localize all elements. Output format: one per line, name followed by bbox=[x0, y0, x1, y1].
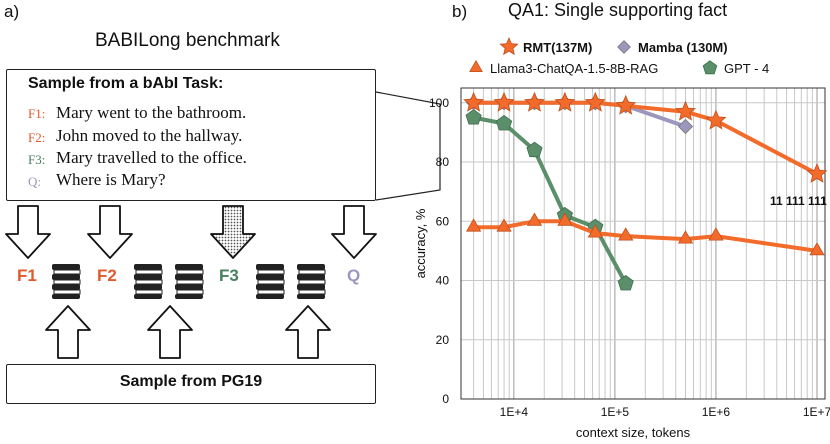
down-arrow-f3 bbox=[210, 205, 256, 259]
data-point-2 bbox=[496, 218, 512, 232]
y-tick-label: 60 bbox=[436, 214, 450, 228]
data-point-3 bbox=[617, 275, 634, 291]
panel-a-letter: a) bbox=[4, 2, 20, 21]
down-arrow-f2 bbox=[87, 205, 133, 259]
seq-label-q: Q bbox=[347, 266, 361, 285]
bAbI-sample-box bbox=[6, 69, 376, 201]
data-point-3 bbox=[495, 115, 513, 131]
up-arrow-3 bbox=[285, 305, 331, 359]
up-arrow-2 bbox=[147, 305, 193, 359]
data-point-0 bbox=[524, 91, 546, 112]
y-tick-label: 80 bbox=[436, 155, 450, 169]
x-tick-label: 1E+7 bbox=[803, 405, 830, 419]
x-tick-label: 1E+5 bbox=[601, 405, 630, 419]
book-icon-2 bbox=[133, 263, 163, 300]
y-tick-label: 20 bbox=[436, 333, 450, 347]
data-point-0 bbox=[675, 100, 696, 121]
x-tick-label: 1E+6 bbox=[702, 405, 731, 419]
book-icon-4 bbox=[255, 263, 285, 300]
x-tick-label: 1E+4 bbox=[500, 405, 529, 419]
annotation-label: 11 111 111 bbox=[770, 194, 827, 208]
data-point-3 bbox=[465, 109, 482, 125]
y-axis-label: accuracy, % bbox=[413, 208, 428, 278]
sample-title: Sample from a bAbI Task: bbox=[28, 75, 224, 92]
book-icon-3 bbox=[174, 263, 204, 300]
data-point-2 bbox=[466, 218, 482, 232]
data-point-2 bbox=[677, 230, 694, 244]
data-point-2 bbox=[708, 227, 724, 241]
panel-b-letter: b) bbox=[452, 2, 468, 21]
x-axis-label: context size, tokens bbox=[576, 425, 691, 440]
callout-tail bbox=[375, 91, 441, 201]
legend-label-3: GPT - 4 bbox=[724, 61, 769, 76]
data-point-0 bbox=[584, 91, 606, 112]
legend-marker-0 bbox=[499, 36, 519, 56]
chart-title: QA1: Single supporting fact bbox=[508, 0, 728, 20]
fact-text-f2: John moved to the hallway. bbox=[56, 126, 243, 145]
data-point-0 bbox=[806, 162, 828, 183]
legend-label-0: RMT(137M) bbox=[523, 40, 592, 55]
fact-text-q: Where is Mary? bbox=[56, 170, 166, 189]
book-icon-5 bbox=[296, 263, 326, 300]
fact-label-q: Q: bbox=[28, 174, 41, 189]
data-point-3 bbox=[526, 141, 543, 158]
data-point-2 bbox=[526, 212, 543, 226]
y-tick-label: 0 bbox=[442, 392, 449, 406]
down-arrow-q bbox=[331, 205, 377, 259]
y-tick-label: 40 bbox=[436, 274, 450, 288]
up-arrow-1 bbox=[45, 305, 91, 359]
seq-label-f3: F3 bbox=[219, 266, 239, 285]
accuracy-chart: 0 20 40 60 80 100 1E+4 1E+5 1E+6 1E+7 context size… bbox=[413, 36, 830, 440]
down-arrow-f1 bbox=[5, 205, 51, 259]
legend-label-2: Llama3-ChatQA-1.5-8B-RAG bbox=[490, 61, 658, 76]
fact-label-f3: F3: bbox=[28, 152, 46, 167]
book-icon-1 bbox=[51, 263, 81, 300]
fact-label-f1: F1: bbox=[28, 106, 46, 121]
data-point-0 bbox=[463, 91, 485, 112]
y-tick-label: 100 bbox=[429, 96, 449, 110]
data-point-0 bbox=[705, 109, 727, 130]
legend-marker-1 bbox=[617, 40, 631, 54]
plot-frame bbox=[460, 87, 826, 400]
series-line-3 bbox=[473, 115, 628, 285]
flow-diagram bbox=[5, 205, 377, 359]
fact-text-f1: Mary went to the bathroom. bbox=[56, 103, 247, 122]
data-point-2 bbox=[557, 212, 573, 226]
data-point-2 bbox=[618, 227, 634, 241]
legend-label-1: Mamba (130M) bbox=[638, 40, 728, 55]
data-point-2 bbox=[587, 224, 603, 238]
pg19-label: Sample from PG19 bbox=[119, 373, 263, 390]
data-point-0 bbox=[493, 91, 515, 112]
babilong-title: BABILong benchmark bbox=[95, 30, 280, 51]
fact-label-f2: F2: bbox=[28, 130, 46, 145]
pg19-box bbox=[6, 364, 376, 404]
data-point-1 bbox=[677, 118, 694, 135]
data-point-2 bbox=[809, 242, 825, 256]
legend-marker-3 bbox=[702, 60, 718, 75]
data-point-0 bbox=[554, 91, 576, 112]
seq-label-f2: F2 bbox=[97, 266, 117, 285]
seq-label-f1: F1 bbox=[17, 266, 37, 285]
fact-text-f3: Mary travelled to the office. bbox=[56, 148, 247, 167]
legend-marker-2 bbox=[469, 59, 483, 72]
data-point-0 bbox=[615, 94, 637, 115]
